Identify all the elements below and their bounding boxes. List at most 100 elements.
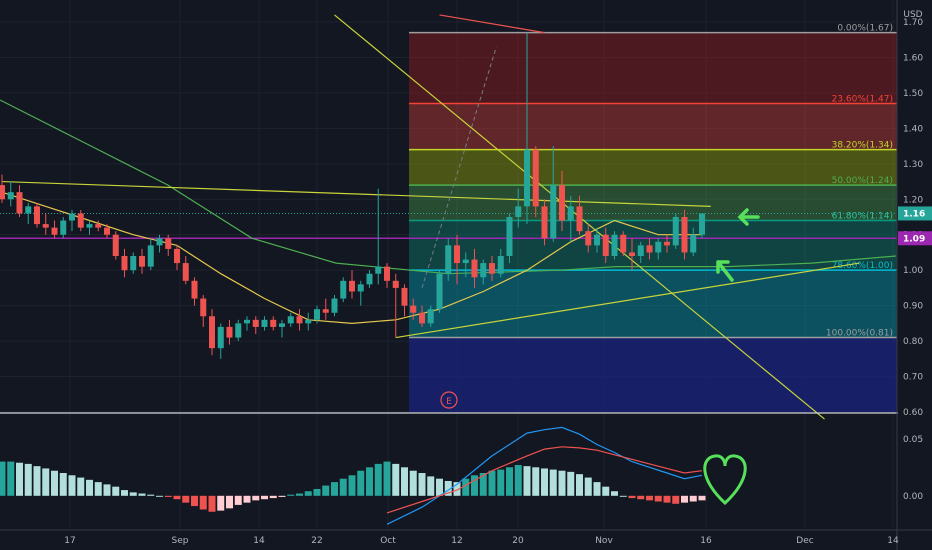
candle-body xyxy=(7,192,14,200)
candle-body xyxy=(620,234,627,253)
time-tick-label: 16 xyxy=(700,536,712,546)
candle-body xyxy=(515,206,522,217)
macd-tick-label: 0.00 xyxy=(903,492,923,502)
time-tick-label: Dec xyxy=(796,536,813,546)
candle-body xyxy=(445,245,452,274)
fibonacci-retracement[interactable]: 0.00%(1.67) 23.60%(1.47) 38.20%(1.34) 50.00… xyxy=(409,24,897,412)
candle-body xyxy=(182,263,189,281)
fib-zone xyxy=(409,220,897,271)
price-tick-label: 0.80 xyxy=(903,337,923,347)
fib-zone-extension xyxy=(409,337,897,412)
fib-zone xyxy=(409,149,897,186)
candle-body xyxy=(305,319,312,324)
macd-histogram-bar xyxy=(619,495,627,497)
fib-level-label: 61.80%(1.14) xyxy=(832,212,893,222)
level-price-tag-label: 1.09 xyxy=(903,234,925,244)
candle-body xyxy=(366,273,373,285)
macd-histogram-bar xyxy=(453,482,461,496)
macd-histogram-bar xyxy=(392,463,400,496)
macd-histogram-bar xyxy=(366,467,373,496)
macd-histogram-bar xyxy=(252,495,260,501)
candle-body xyxy=(672,217,679,246)
candle-body xyxy=(279,323,285,327)
macd-histogram-bar xyxy=(628,495,636,499)
signal-line xyxy=(386,446,703,514)
candle-body xyxy=(594,234,600,246)
candle-body xyxy=(217,326,224,349)
candle-body xyxy=(226,326,233,338)
earnings-label: E xyxy=(446,397,452,407)
macd-histogram-bar xyxy=(383,461,391,496)
macd-histogram-bar xyxy=(698,495,706,501)
macd-histogram-bar xyxy=(304,491,312,496)
candle-body xyxy=(209,316,215,349)
price-tick-label: 0.70 xyxy=(903,373,923,383)
macd-histogram-bar xyxy=(506,467,513,496)
level-price-tag xyxy=(898,231,932,246)
price-tick-label: 1.00 xyxy=(903,266,923,276)
macd-histogram-bar xyxy=(322,485,330,496)
macd-histogram-bar xyxy=(549,469,557,496)
price-tick-label: 1.60 xyxy=(903,53,923,63)
green-arrow-up-icon xyxy=(716,260,734,282)
macd-panel xyxy=(0,412,932,525)
macd-histogram-bar xyxy=(173,495,181,500)
candle-body xyxy=(454,245,460,264)
macd-histogram-bar xyxy=(532,467,540,496)
fib-zone xyxy=(409,32,897,104)
macd-histogram-bar xyxy=(138,493,146,496)
candle-body xyxy=(637,245,644,256)
macd-histogram-bar xyxy=(112,486,120,496)
price-tick-label: 1.50 xyxy=(903,89,923,99)
earnings-marker xyxy=(440,391,458,409)
candle-body xyxy=(51,227,58,235)
macd-histogram-bar xyxy=(558,470,566,496)
candle-body xyxy=(322,309,329,313)
macd-histogram-bar xyxy=(374,463,382,496)
candle-body xyxy=(235,323,242,338)
candle-body xyxy=(331,298,338,313)
candle-body xyxy=(296,316,303,324)
macd-histogram-bar xyxy=(121,490,128,496)
candle-body xyxy=(497,256,504,274)
candle-body xyxy=(576,206,583,232)
price-tick-label: 1.40 xyxy=(903,124,923,134)
candle-body xyxy=(287,316,294,324)
macd-histogram-bar xyxy=(261,495,268,500)
macd-histogram-bar xyxy=(602,486,610,496)
macd-histogram-bar xyxy=(164,495,172,497)
macd-histogram-bar xyxy=(471,475,478,496)
currency-label: USD xyxy=(903,10,922,20)
macd-histogram-bar xyxy=(51,470,58,496)
candle-body xyxy=(77,213,84,228)
candle-body xyxy=(121,256,128,271)
macd-histogram-bar xyxy=(331,482,338,496)
macd-histogram-bar xyxy=(672,495,680,504)
candle-body xyxy=(384,266,390,281)
macd-histogram-bar xyxy=(584,477,592,496)
fib-level-label: 78.60%(1.00) xyxy=(832,261,893,271)
macd-histogram-bar xyxy=(129,492,137,496)
candle-body xyxy=(690,234,697,253)
price-axis-background xyxy=(898,0,932,550)
macd-histogram-bar xyxy=(208,495,216,512)
candle-body xyxy=(559,185,565,221)
macd-histogram-bar xyxy=(663,495,671,503)
candle-body xyxy=(489,263,495,274)
macd-histogram-bar xyxy=(436,478,443,496)
macd-histogram-bar xyxy=(296,493,303,496)
macd-histogram-bar xyxy=(409,470,417,496)
macd-histogram-bar xyxy=(147,494,155,496)
macd-histogram-bar xyxy=(287,494,295,496)
candle-body xyxy=(244,319,250,324)
candle-body xyxy=(252,319,259,327)
candle-body xyxy=(462,259,469,264)
fib-zone xyxy=(409,103,897,150)
macd-histogram-bar xyxy=(488,470,496,496)
candle-body xyxy=(611,234,618,256)
candle-body xyxy=(410,305,417,313)
fib-level-label: 0.00%(1.67) xyxy=(837,24,893,34)
candle-body xyxy=(340,280,347,299)
candle-body xyxy=(646,245,653,253)
